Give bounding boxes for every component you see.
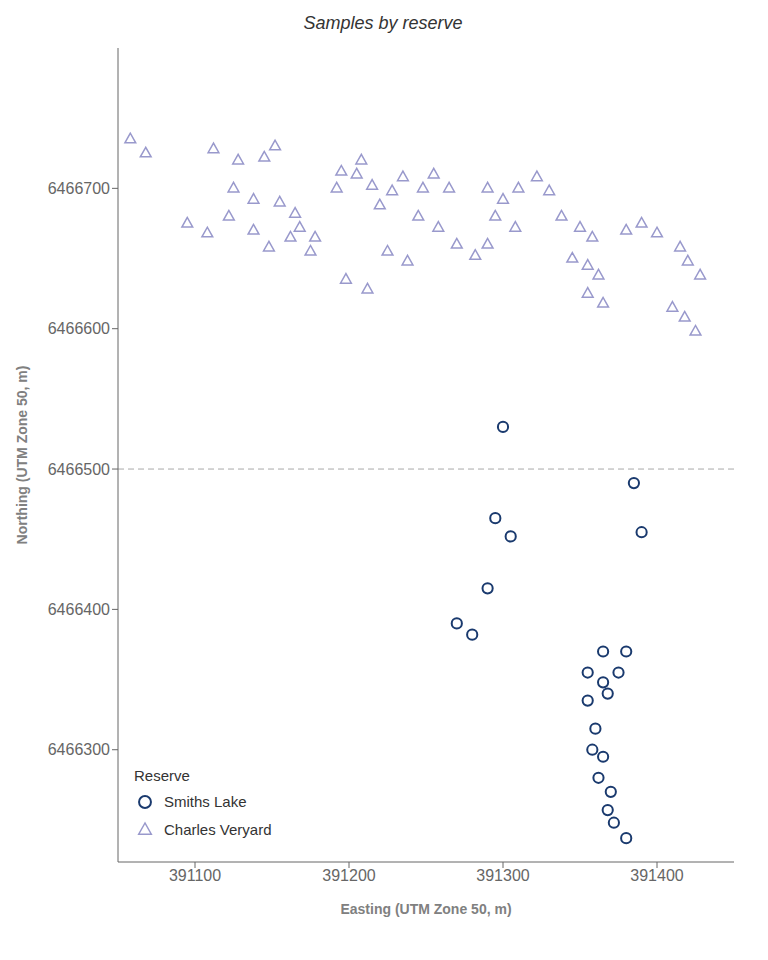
svg-text:391100: 391100 <box>169 867 221 884</box>
html-text:Smiths Lake: Smiths Lake <box>164 792 247 810</box>
html-text:Reserve: Reserve <box>134 767 190 784</box>
svg-text:6466500: 6466500 <box>48 461 110 478</box>
svg-text:6466700: 6466700 <box>48 180 110 197</box>
html-text:Samples by reserve: Samples by reserve <box>303 13 463 33</box>
svg-text:Easting (UTM Zone 50, m): Easting (UTM Zone 50, m) <box>340 901 511 917</box>
svg-text:391400: 391400 <box>630 867 683 884</box>
svg-text:391300: 391300 <box>476 867 529 884</box>
html-text:Charles Veryard: Charles Veryard <box>164 820 272 838</box>
svg-text:Northing (UTM Zone 50, m): Northing (UTM Zone 50, m) <box>14 366 30 545</box>
svg-text:6466400: 6466400 <box>48 601 110 618</box>
svg-text:6466600: 6466600 <box>48 320 110 337</box>
svg-text:391200: 391200 <box>322 867 375 884</box>
svg-text:6466300: 6466300 <box>48 741 110 758</box>
